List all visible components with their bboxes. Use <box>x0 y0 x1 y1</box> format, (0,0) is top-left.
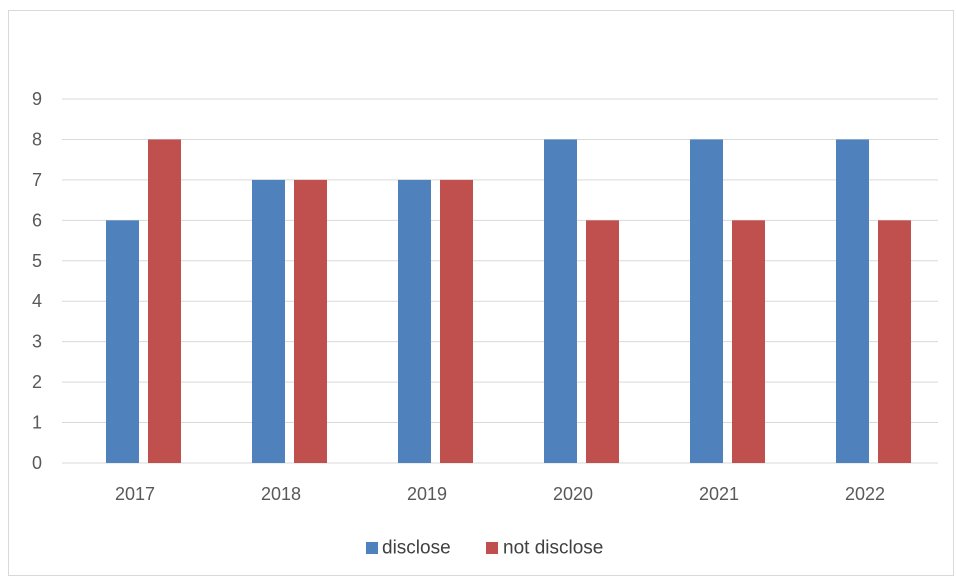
bar-not-disclose-2022 <box>878 220 911 463</box>
legend-label: disclose <box>382 538 451 559</box>
x-axis-tick-labels: 2017 2018 2019 2020 2021 2022 <box>115 484 885 504</box>
y-tick-label: 0 <box>32 453 42 473</box>
legend-swatch <box>486 542 498 554</box>
bar-not-disclose-2018 <box>294 179 327 463</box>
x-tick-label: 2022 <box>845 484 885 504</box>
x-tick-label: 2021 <box>699 484 739 504</box>
bar-disclose-2019 <box>398 179 431 463</box>
bar-disclose-2017 <box>106 220 139 463</box>
bar-disclose-2018 <box>252 179 285 463</box>
bar-not-disclose-2019 <box>440 179 473 463</box>
y-tick-label: 6 <box>32 210 42 230</box>
bar-disclose-2022 <box>836 139 869 463</box>
y-tick-label: 1 <box>32 413 42 433</box>
x-tick-label: 2019 <box>407 484 447 504</box>
y-tick-label: 5 <box>32 251 42 271</box>
y-tick-label: 4 <box>32 291 42 311</box>
x-tick-label: 2018 <box>261 484 301 504</box>
bar-disclose-2021 <box>690 139 723 463</box>
y-tick-label: 2 <box>32 372 42 392</box>
x-tick-label: 2020 <box>553 484 593 504</box>
bar-not-disclose-2017 <box>148 139 181 463</box>
y-tick-label: 8 <box>32 129 42 149</box>
bar-disclose-2020 <box>544 139 577 463</box>
y-axis-tick-labels: 0 1 2 3 4 5 6 7 8 9 <box>32 89 42 473</box>
y-tick-label: 9 <box>32 89 42 109</box>
bar-not-disclose-2020 <box>586 220 619 463</box>
gridlines <box>62 98 938 464</box>
legend-item: disclose <box>366 538 451 559</box>
y-tick-label: 7 <box>32 170 42 190</box>
legend: disclose not disclose <box>366 538 603 559</box>
x-tick-label: 2017 <box>115 484 155 504</box>
legend-swatch <box>366 542 378 554</box>
bar-not-disclose-2021 <box>732 220 765 463</box>
bars <box>106 139 911 463</box>
legend-item: not disclose <box>486 538 603 559</box>
legend-label: not disclose <box>503 538 603 559</box>
y-tick-label: 3 <box>32 332 42 352</box>
